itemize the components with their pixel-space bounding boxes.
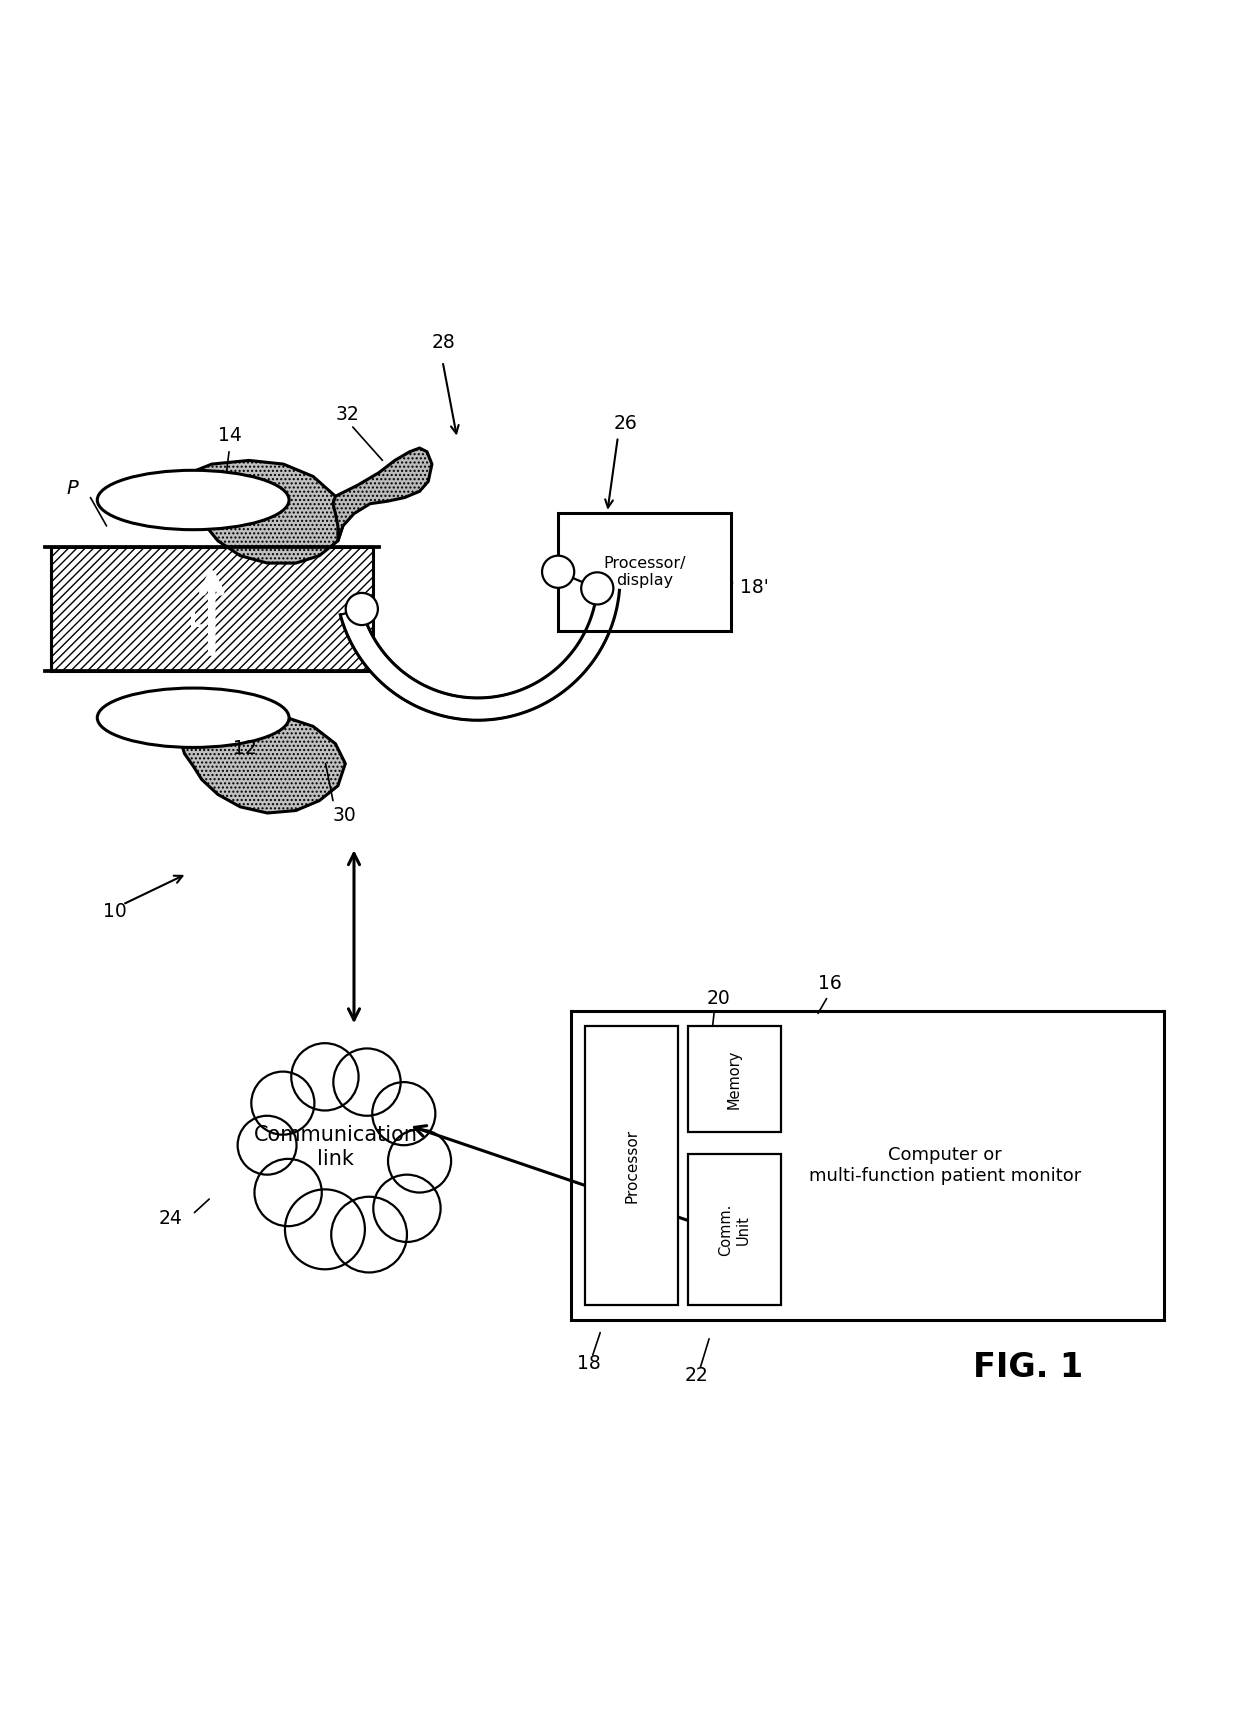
Polygon shape [334, 448, 432, 542]
Circle shape [373, 1175, 440, 1242]
Polygon shape [340, 588, 620, 721]
Text: 10: 10 [103, 902, 126, 921]
Bar [585, 1026, 678, 1306]
Text: 24: 24 [159, 1209, 182, 1228]
Bar [570, 1011, 1164, 1320]
Text: 14: 14 [218, 426, 242, 445]
Circle shape [238, 1116, 296, 1175]
Circle shape [346, 593, 378, 624]
Circle shape [372, 1082, 435, 1145]
Circle shape [542, 555, 574, 588]
Text: 12: 12 [233, 740, 257, 759]
Text: Processor: Processor [624, 1128, 640, 1202]
Text: 22: 22 [684, 1366, 708, 1385]
Bar [51, 547, 372, 671]
Text: 32: 32 [336, 405, 360, 424]
Circle shape [331, 1197, 407, 1273]
Text: Memory: Memory [727, 1049, 742, 1109]
Circle shape [252, 1071, 315, 1135]
Text: 18: 18 [577, 1354, 600, 1373]
Circle shape [285, 1189, 365, 1270]
Text: 20: 20 [707, 988, 730, 1007]
Text: Processor/
display: Processor/ display [604, 555, 686, 588]
Text: Computer or
multi-function patient monitor: Computer or multi-function patient monit… [808, 1145, 1081, 1185]
Bar [688, 1026, 781, 1132]
Text: FIG. 1: FIG. 1 [973, 1351, 1084, 1383]
Circle shape [582, 573, 614, 604]
Bar [558, 512, 732, 631]
Ellipse shape [97, 688, 289, 747]
Polygon shape [181, 711, 345, 812]
Text: 26: 26 [614, 414, 637, 433]
Text: Comm.
Unit: Comm. Unit [718, 1204, 750, 1256]
Circle shape [334, 1049, 401, 1116]
Bar [688, 1154, 781, 1306]
Polygon shape [181, 461, 345, 562]
Circle shape [388, 1130, 451, 1192]
Circle shape [291, 1044, 358, 1111]
Text: 30: 30 [334, 806, 357, 825]
Ellipse shape [97, 471, 289, 530]
Text: 18': 18' [740, 578, 769, 597]
Circle shape [254, 1159, 321, 1226]
Text: Communication
link: Communication link [253, 1125, 418, 1168]
Text: L: L [190, 611, 203, 631]
Text: 16: 16 [818, 975, 842, 994]
Text: 28: 28 [432, 333, 455, 352]
Text: P: P [67, 480, 78, 499]
